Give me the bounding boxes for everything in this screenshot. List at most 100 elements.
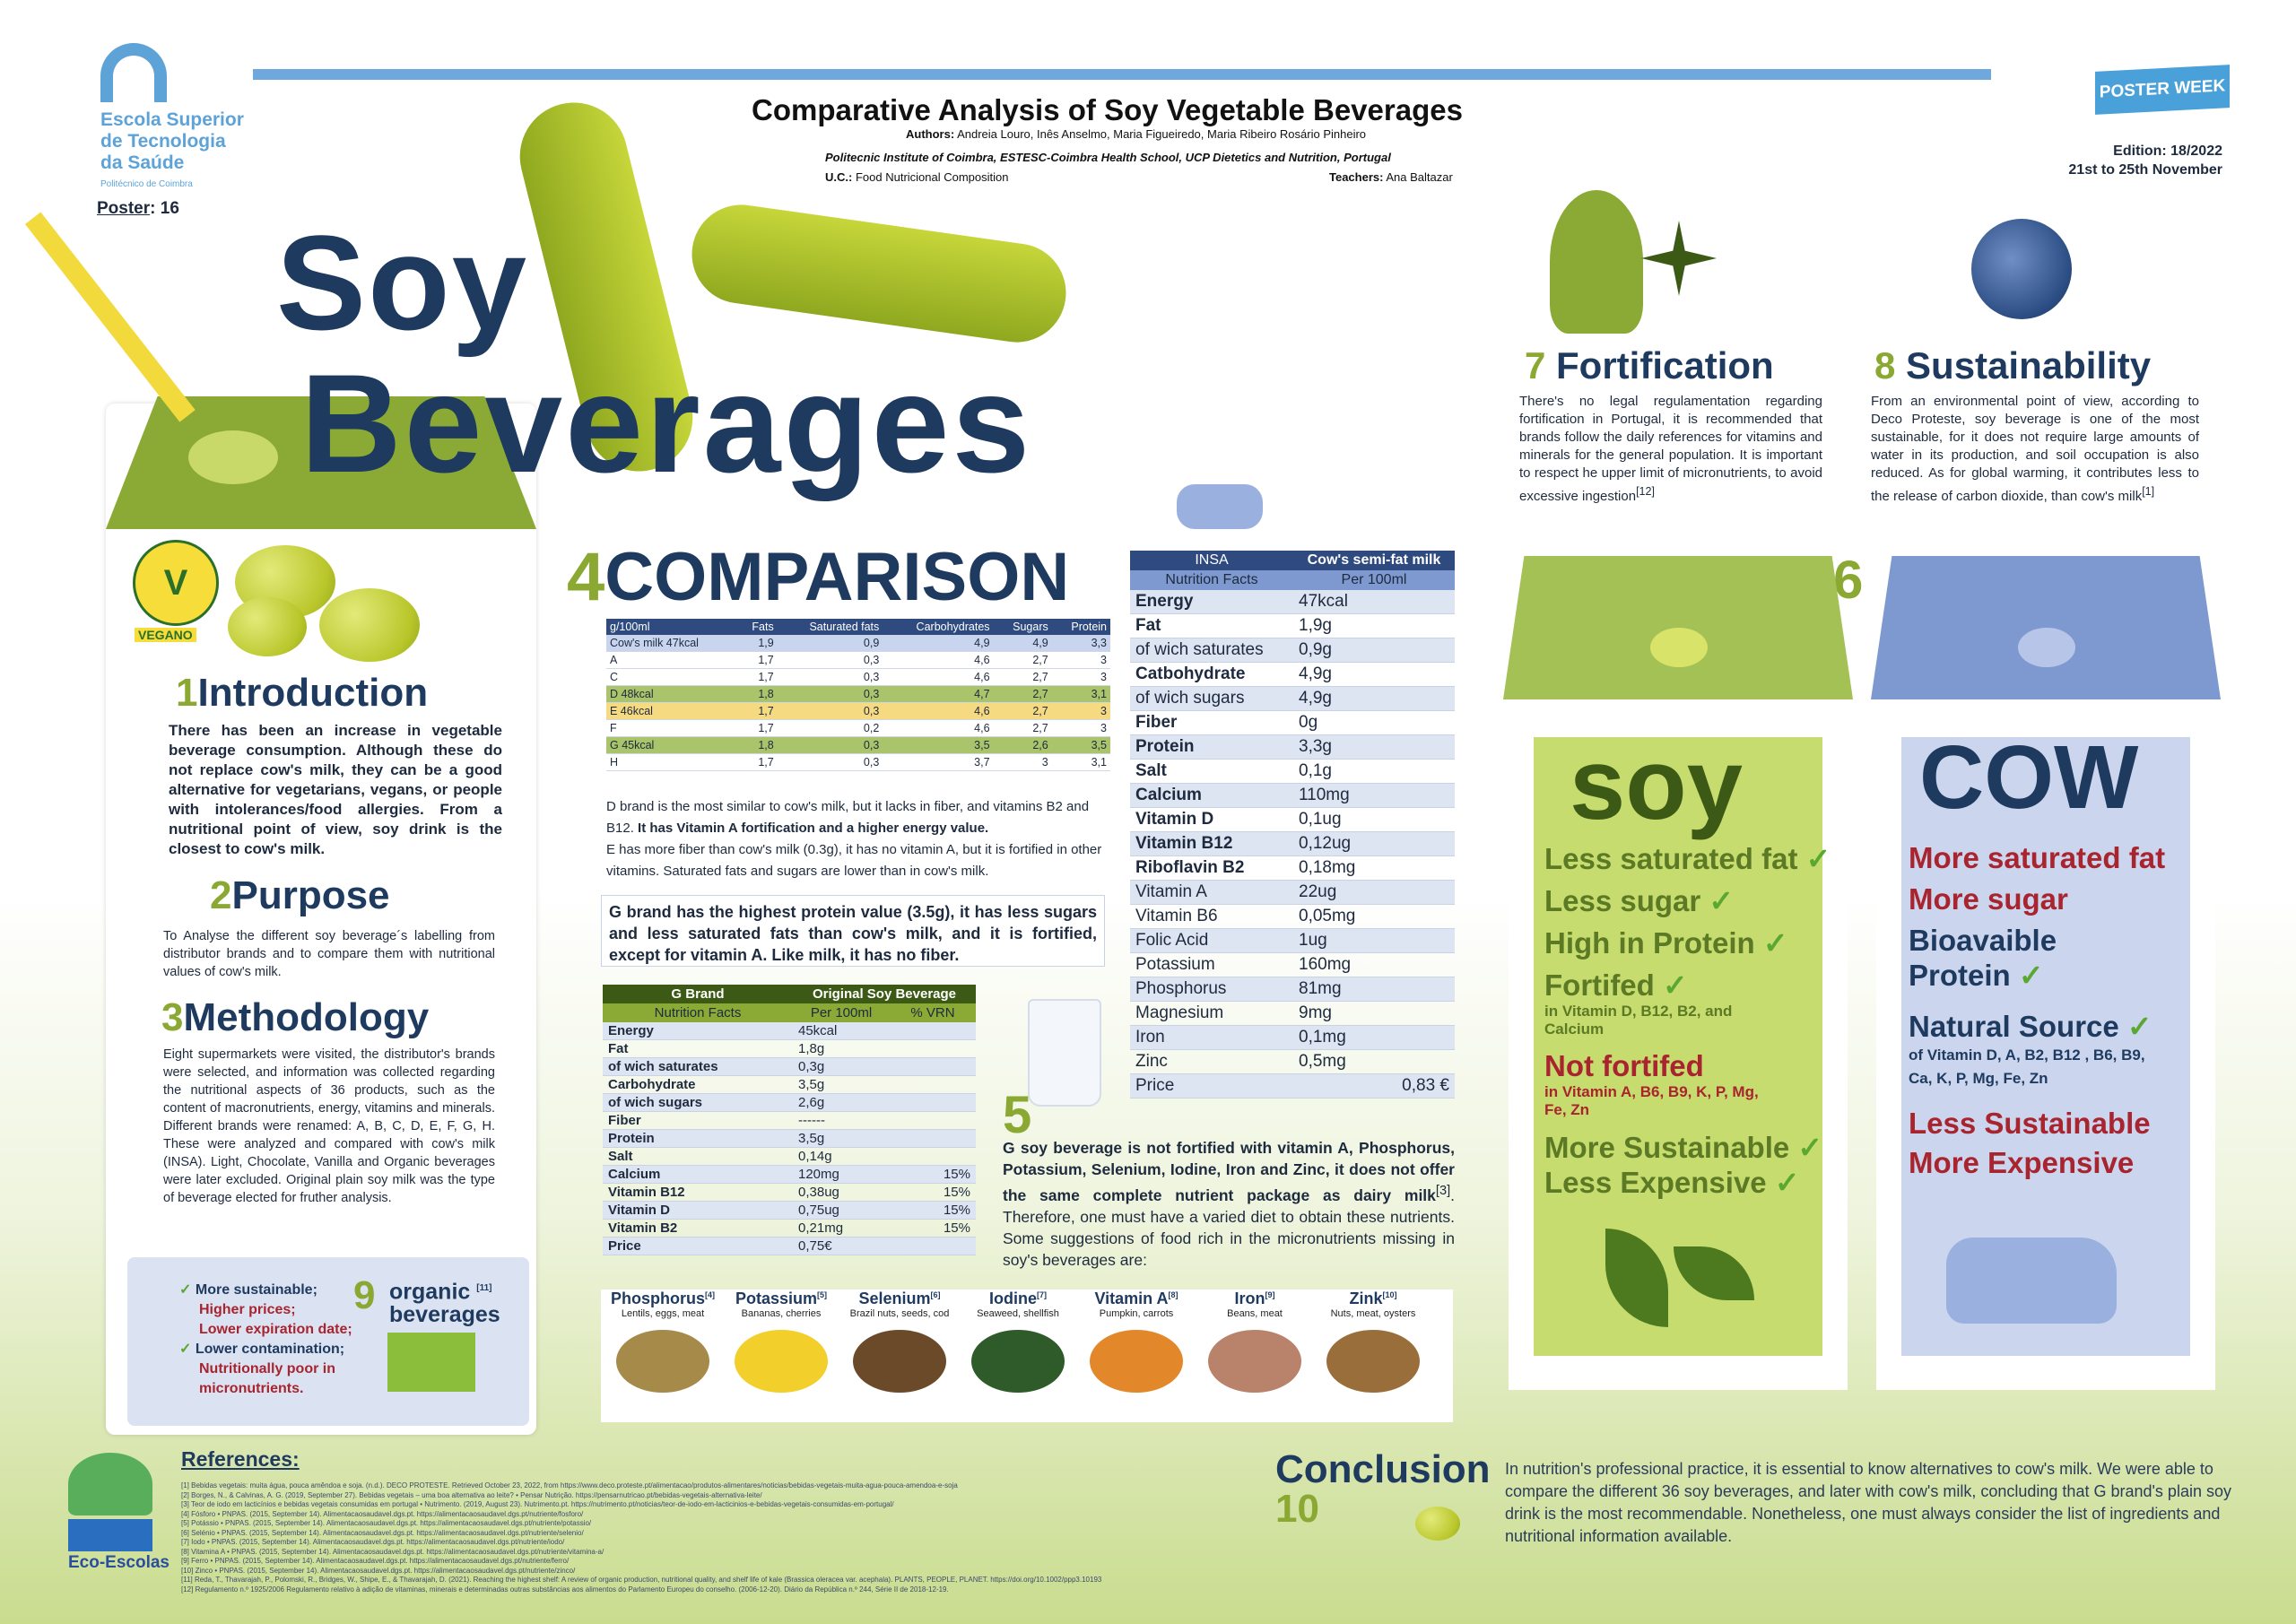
g-brand-nutrition-table: G Brand Original Soy Beverage Nutrition F… — [603, 985, 976, 1255]
table-row: Vitamin D 0,1ug — [1130, 807, 1455, 832]
table-cell: 2,6 — [993, 736, 1052, 754]
table-cell — [890, 1039, 976, 1058]
table-cell: 1ug — [1293, 928, 1455, 953]
table-cell: Magnesium — [1130, 1001, 1293, 1026]
table-cell: 3 — [1051, 702, 1110, 720]
table-cell: Iron — [1130, 1025, 1293, 1050]
table-row: Calcium 120mg 15% — [603, 1165, 976, 1184]
table-row: Energy 45kcal — [603, 1022, 976, 1040]
institution: Politecnic Institute of Coimbra, ESTESC-… — [825, 151, 1391, 164]
sustainability-text: From an environmental point of view, acc… — [1871, 394, 2199, 504]
table-cell: 0,21mg — [793, 1219, 890, 1238]
table-cell: 2,7 — [993, 685, 1052, 703]
food-item: Vitamin A[8] Pumpkin, carrots — [1078, 1290, 1195, 1393]
table-cell: Protein — [1130, 734, 1293, 760]
table-cell: Potassium — [1130, 952, 1293, 977]
table-row: Protein 3,3g — [1130, 734, 1455, 760]
table-header: g/100ml — [606, 619, 738, 635]
table-cell: 3,7 — [883, 753, 994, 771]
table-row: Magnesium 9mg — [1130, 1001, 1455, 1026]
table-cell: 1,7 — [737, 702, 778, 720]
table-row: Salt 0,14g — [603, 1147, 976, 1166]
vegan-label: VEGANO — [135, 628, 196, 642]
table-cell: 3 — [993, 753, 1052, 771]
table-cell: 1,7 — [737, 753, 778, 771]
table-cell: of wich saturates — [603, 1057, 793, 1076]
table-cell: 4,6 — [883, 719, 994, 737]
table-cell: 3,5 — [883, 736, 994, 754]
organic-item: ✓ More sustainable; — [179, 1282, 317, 1298]
table-cell — [890, 1075, 976, 1094]
header-rule — [253, 69, 1991, 80]
table-cell: 81mg — [1293, 977, 1455, 1002]
check-icon: ✓ — [2018, 959, 2044, 992]
table-cell: 1,9g — [1293, 613, 1455, 638]
table-cell: 1,9 — [737, 635, 778, 652]
muscle-arm-icon — [1550, 190, 1643, 334]
school-logo-icon — [100, 43, 167, 102]
table-row: E 46kcal 1,7 0,3 4,6 2,7 3 — [606, 702, 1110, 720]
eco-escolas-label: Eco-Escolas — [68, 1553, 170, 1572]
milk-glass-icon — [1028, 999, 1101, 1107]
table-cell: 0,3 — [777, 753, 883, 771]
organic-item: Higher prices; — [199, 1302, 296, 1317]
table-cell: 3,5 — [1051, 736, 1110, 754]
table-cell — [890, 1147, 976, 1166]
table-cell: A — [606, 651, 738, 669]
fortification-text: There's no legal regulamentation regardi… — [1519, 394, 1822, 504]
table-cell: 110mg — [1293, 783, 1455, 808]
table-row: Riboflavin B2 0,18mg — [1130, 855, 1455, 881]
vegan-seal-icon: V — [133, 540, 219, 626]
cow-list: More saturated fat More sugar Bioavaible… — [1909, 841, 2205, 1180]
table-row: of wich sugars 2,6g — [603, 1093, 976, 1112]
check-icon: ✓ — [1762, 926, 1788, 960]
table-cell: 0,3 — [777, 685, 883, 703]
table-cell: H — [606, 753, 738, 771]
table-cell: 3,1 — [1051, 753, 1110, 771]
table-cell: 0,1mg — [1293, 1025, 1455, 1050]
organic-item: Lower expiration date; — [199, 1322, 352, 1337]
fortification-heading: 7 Fortification — [1525, 344, 1774, 386]
table-cell: Protein — [603, 1129, 793, 1148]
table-row: Fat 1,8g — [603, 1039, 976, 1058]
food-item: Iodine[7] Seaweed, shellfish — [960, 1290, 1076, 1393]
soy-list: Less saturated fat ✓ Less sugar ✓ High i… — [1544, 841, 1849, 1200]
table-cell — [890, 1022, 976, 1040]
table-cell: Price — [603, 1237, 793, 1255]
table-row: Folic Acid 1ug — [1130, 928, 1455, 953]
school-subtitle: Politécnico de Coimbra — [100, 179, 193, 189]
table-cell: 9mg — [1293, 1001, 1455, 1026]
soy-point: Less saturated fat ✓ — [1544, 842, 1831, 875]
table-cell: 1,8 — [737, 736, 778, 754]
cow-point: Bioavaible Protein ✓ — [1909, 924, 2057, 992]
table-row: Catbohydrate 4,9g — [1130, 662, 1455, 687]
table-cell: 3 — [1051, 719, 1110, 737]
note-e: E has more fiber than cow's milk (0.3g),… — [606, 842, 1102, 879]
beans-icon — [1208, 1330, 1301, 1393]
table-cell: of wich sugars — [603, 1093, 793, 1112]
soy-card-title: soy — [1570, 728, 1743, 840]
insa-cow-milk-table: INSA Cow's semi-fat milk Nutrition Facts P… — [1130, 551, 1455, 1099]
table-cell: Zinc — [1130, 1049, 1293, 1074]
soy-point: High in Protein ✓ — [1544, 926, 1788, 960]
cow-point: More saturated fat — [1909, 841, 2166, 874]
table-cell: 0,38ug — [793, 1183, 890, 1202]
table-row: Vitamin B6 0,05mg — [1130, 904, 1455, 929]
reference-item: [9] Ferro • PNPAS. (2015, September 14).… — [181, 1557, 570, 1565]
table-cell: Vitamin B2 — [603, 1219, 793, 1238]
table-header: Saturated fats — [777, 619, 883, 635]
table-cell — [890, 1237, 976, 1255]
table-cell: 3,5g — [793, 1129, 890, 1148]
pumpkin-icon — [1090, 1330, 1183, 1393]
table-row: Vitamin D 0,75ug 15% — [603, 1201, 976, 1220]
food-suggestions: Phosphorus[4] Lentils, eggs, meat Potassi… — [601, 1290, 1453, 1422]
sustainability-heading: 8 Sustainability — [1874, 344, 2152, 386]
cow-icon — [1177, 484, 1263, 529]
edition-info: Edition: 18/2022 21st to 25th November — [2068, 143, 2222, 178]
table-cell: Fat — [1130, 613, 1293, 638]
check-icon: ✓ — [1805, 842, 1831, 875]
table-cell: Folic Acid — [1130, 928, 1293, 953]
table-cell: Energy — [1130, 590, 1293, 614]
organic-section-number: 9 — [353, 1273, 376, 1317]
table-cell: 0,3 — [777, 668, 883, 686]
